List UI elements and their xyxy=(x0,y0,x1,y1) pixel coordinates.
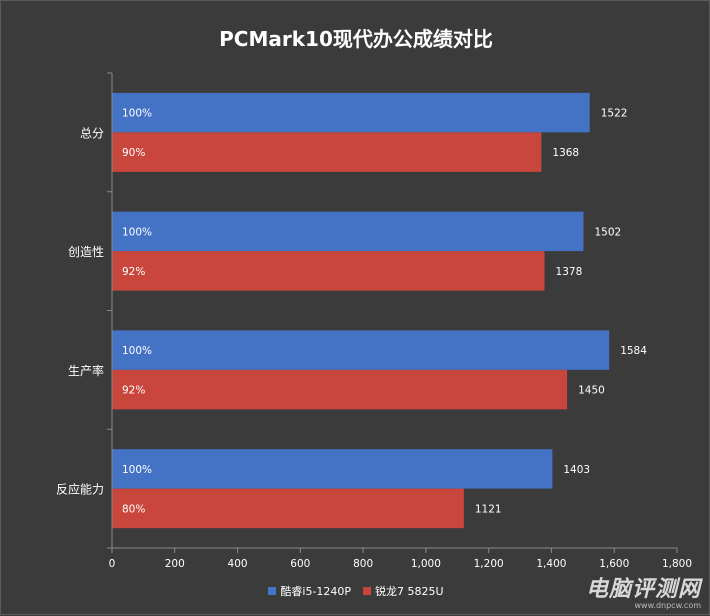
bar-percent-label: 100% xyxy=(122,108,152,120)
x-tick-label: 0 xyxy=(109,558,116,570)
category-label: 反应能力 xyxy=(56,482,104,497)
legend-item: 锐龙7 5825U xyxy=(363,583,444,599)
bar-value-label: 1502 xyxy=(594,226,621,238)
legend-item: 酷睿i5-1240P xyxy=(268,583,351,599)
x-tick-label: 400 xyxy=(228,558,248,570)
bar-series-2 xyxy=(112,132,542,172)
watermark: 电脑评测网 www.dnpcw.com xyxy=(586,579,701,610)
bar-value-label: 1584 xyxy=(620,345,647,357)
bar-value-label: 1121 xyxy=(475,503,502,515)
bar-percent-label: 100% xyxy=(122,345,152,357)
bar-percent-label: 100% xyxy=(122,464,152,476)
category-label: 总分 xyxy=(80,126,104,140)
legend: 酷睿i5-1240P 锐龙7 5825U xyxy=(1,583,710,599)
legend-label: 酷睿i5-1240P xyxy=(280,585,352,598)
x-tick-label: 600 xyxy=(290,558,310,570)
bar-value-label: 1368 xyxy=(552,147,579,159)
bar-percent-label: 92% xyxy=(122,385,145,397)
bar-percent-label: 90% xyxy=(122,147,145,159)
bar-series-1 xyxy=(112,211,584,252)
bar-series-1 xyxy=(112,449,553,489)
bar-series-2 xyxy=(112,369,568,410)
bar-series-2 xyxy=(112,251,545,291)
category-label: 生产率 xyxy=(68,363,104,378)
bar-value-label: 1450 xyxy=(578,385,605,397)
x-tick-label: 1,800 xyxy=(662,558,692,570)
bar-percent-label: 92% xyxy=(122,266,145,278)
bar-series-2 xyxy=(112,488,464,529)
x-tick-label: 200 xyxy=(165,558,185,570)
x-tick-label: 1,200 xyxy=(474,558,504,570)
legend-swatch xyxy=(363,587,372,595)
bar-percent-label: 80% xyxy=(122,503,145,515)
legend-swatch xyxy=(268,587,277,595)
watermark-text: 电脑评测网 xyxy=(585,577,701,602)
bar-percent-label: 100% xyxy=(122,226,152,238)
x-tick-label: 1,400 xyxy=(536,558,566,570)
watermark-url: www.dnpcw.com xyxy=(634,601,702,610)
category-label: 创造性 xyxy=(68,245,104,259)
x-tick-label: 800 xyxy=(353,558,373,570)
bar-series-1 xyxy=(112,92,590,133)
bar-value-label: 1522 xyxy=(601,108,628,120)
legend-label: 锐龙7 5825U xyxy=(375,585,444,598)
chart-title: PCMark10现代办公成绩对比 xyxy=(219,27,493,51)
x-tick-label: 1,000 xyxy=(411,558,441,570)
x-tick-label: 1,600 xyxy=(599,558,629,570)
bar-value-label: 1378 xyxy=(556,266,583,278)
bar-value-label: 1403 xyxy=(563,464,590,476)
bar-series-1 xyxy=(112,330,610,370)
